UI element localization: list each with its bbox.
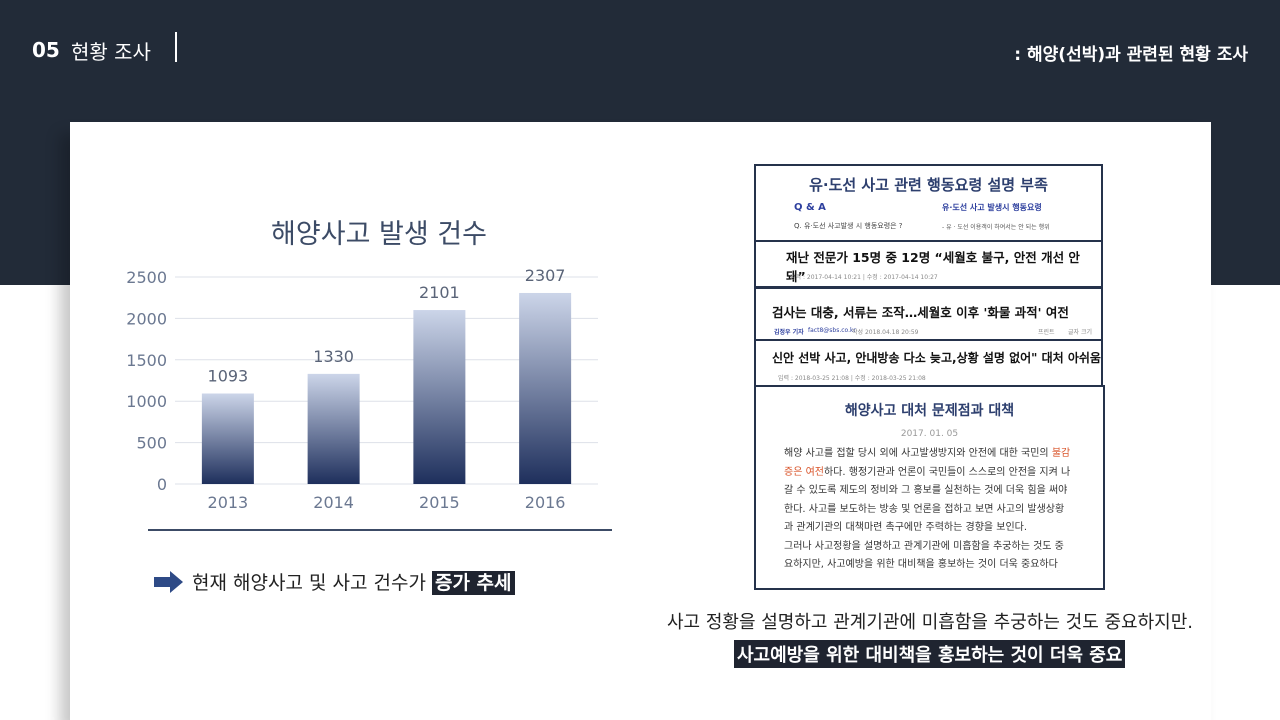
- bar-2014: [307, 373, 360, 484]
- section-title: 현황 조사: [71, 40, 151, 64]
- bar-chart: 0 500 1000 1500 2000 2500 1093 2013 1330 2014 2101…: [126, 266, 598, 512]
- clip-3-meta: 작성 2018.04.18 20:59: [852, 329, 919, 336]
- clip-1-qa-label: Q & A: [794, 202, 826, 213]
- trend-highlight: 증가 추세: [431, 571, 515, 595]
- trend-statement: 현재 해양사고 및 사고 건수가 증가 추세: [154, 568, 515, 595]
- bar-value-label: 2307: [525, 266, 566, 285]
- clip-3-reporter: 김정우 기자: [774, 329, 804, 336]
- header-subtitle: : 해양(선박)과 관련된 현황 조사: [1014, 45, 1248, 65]
- y-tick-label: 0: [157, 475, 167, 494]
- section-number: 05: [32, 38, 60, 62]
- clip-1-right-text: - 유 · 도선 이용객이 하여서는 안 되는 행위: [942, 224, 1050, 231]
- clip-4-meta: 입력 : 2018-03-25 21:08 | 수정 : 2018-03-25 …: [778, 375, 926, 382]
- bar-2013: [201, 393, 254, 484]
- y-tick-label: 2500: [126, 268, 167, 287]
- caption-line-1: 사고 정황을 설명하고 관계기관에 미흡함을 추궁하는 것도 중요하지만.: [667, 612, 1194, 633]
- clip-2-meta: 입력 : 2017-04-14 10:21 | 수정 : 2017-04-14 …: [790, 274, 938, 281]
- news-clip-1: 유·도선 사고 관련 행동요령 설명 부족 Q & A Q. 유·도선 사고발생…: [754, 164, 1103, 242]
- bar-value-label: 1093: [208, 366, 249, 385]
- trend-text: 현재 해양사고 및 사고 건수가 증가 추세: [192, 568, 515, 595]
- clip-2-headline: 재난 전문가 15명 중 12명 “세월호 불구, 안전 개선 안 돼”: [786, 250, 1080, 284]
- caption-line-2: 사고예방을 위한 대비책을 홍보하는 것이 더욱 중요: [734, 640, 1126, 668]
- bar-value-label: 2101: [419, 283, 460, 302]
- x-tick-label: 2013: [208, 493, 249, 512]
- x-tick-label: 2014: [313, 493, 354, 512]
- bar-2016: [519, 292, 572, 484]
- y-tick-label: 1000: [126, 392, 167, 411]
- news-clip-2: 재난 전문가 15명 중 12명 “세월호 불구, 안전 개선 안 돼” 입력 …: [754, 240, 1103, 288]
- header-divider: [175, 32, 177, 62]
- chart-title: 해양사고 발생 건수: [271, 219, 487, 250]
- right-arrow-icon: [154, 570, 183, 593]
- x-tick-label: 2016: [525, 493, 566, 512]
- clip-5-date: 2017. 01. 05: [900, 429, 959, 439]
- clip-1-headline: 유·도선 사고 관련 행동요령 설명 부족: [809, 176, 1048, 194]
- y-tick-label: 2000: [126, 309, 167, 328]
- y-tick-label: 500: [136, 434, 167, 453]
- clip-3-headline: 검사는 대충, 서류는 조작…세월호 이후 '화물 과적' 여전: [772, 305, 1069, 320]
- clip-3-font-size: 글자 크기: [1068, 329, 1092, 336]
- chart-underline: [148, 529, 612, 531]
- news-clip-5: 해양사고 대처 문제점과 대책 2017. 01. 05 해양 사고를 접할 당…: [754, 385, 1105, 590]
- y-tick-label: 1500: [126, 351, 167, 370]
- news-clip-3: 검사는 대충, 서류는 조작…세월호 이후 '화물 과적' 여전 김정우 기자 …: [754, 287, 1103, 341]
- news-clip-4: 신안 선박 사고, 안내방송 다소 늦고,상황 설명 없어" 대처 아쉬움 입력…: [754, 339, 1103, 387]
- clip-4-headline: 신안 선박 사고, 안내방송 다소 늦고,상황 설명 없어" 대처 아쉬움: [772, 351, 1101, 365]
- clip-3-print: 프린트: [1038, 329, 1055, 336]
- x-tick-label: 2015: [419, 493, 460, 512]
- bar-2015: [413, 310, 466, 484]
- clip-1-qa-text: Q. 유·도선 사고발생 시 행동요령은 ?: [794, 222, 903, 230]
- clip-5-title: 해양사고 대처 문제점과 대책: [844, 403, 1015, 419]
- bar-value-label: 1330: [313, 347, 354, 366]
- clip-3-email: fact8@sbs.co.kr: [808, 327, 856, 334]
- clip-5-body: 해양 사고를 접할 당시 외에 사고발생방지와 안전에 대한 국민의 불감 증은…: [784, 448, 1071, 570]
- clip-1-right-label: 유·도선 사고 발생시 행동요령: [942, 203, 1042, 212]
